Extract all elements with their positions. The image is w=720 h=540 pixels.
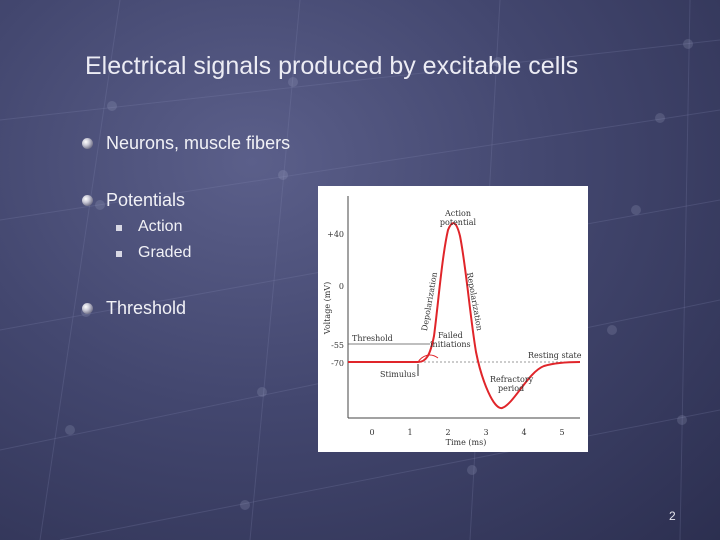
sub-bullet-square-icon	[116, 251, 122, 257]
bullet-threshold: Threshold	[106, 298, 187, 318]
x-tick-label: 3	[483, 428, 488, 437]
action-potential-trace	[348, 222, 581, 409]
annotation-repolarization: Repolarization	[465, 272, 484, 332]
y-tick-label: 0	[339, 282, 344, 291]
annotation-resting-state: Resting state	[528, 351, 582, 360]
sub-bullet-action: Action	[138, 218, 183, 235]
slide-title: Electrical signals produced by excitable…	[85, 52, 579, 80]
x-tick-label: 4	[521, 428, 526, 437]
annotation-action-potential: Action	[444, 209, 471, 218]
x-tick-label: 1	[407, 428, 412, 437]
sub-bullet-graded: Graded	[138, 244, 192, 261]
x-tick-label: 5	[559, 428, 564, 437]
y-axis-label: Voltage (mV)	[323, 282, 332, 335]
bullet-dot-icon	[82, 138, 93, 149]
page-number: 2	[669, 509, 676, 523]
y-tick-label: -70	[331, 359, 344, 368]
y-tick-label: -55	[331, 341, 344, 350]
annotation-refractory: period	[498, 384, 524, 393]
bullet-dot-icon	[82, 195, 93, 206]
annotation-failed: Failed	[438, 331, 463, 340]
bullet-dot-icon	[82, 303, 93, 314]
y-tick-label: +40	[327, 230, 344, 239]
x-tick-label: 0	[369, 428, 374, 437]
x-axis-label: Time (ms)	[446, 438, 487, 447]
bullet-potentials: Potentials	[106, 190, 186, 210]
annotation-failed: initiations	[430, 340, 471, 349]
annotation-refractory: Refractory	[490, 375, 534, 384]
x-tick-label: 2	[445, 428, 450, 437]
action-potential-figure: +40 0 -55 -70 Voltage (mV) 0 1 2 3 4 5 T…	[318, 186, 588, 452]
annotation-threshold: Threshold	[352, 334, 393, 343]
bullet-neurons: Neurons, muscle fibers	[106, 133, 291, 153]
failed-initiation-trace	[417, 354, 439, 363]
annotation-stimulus: Stimulus	[380, 370, 416, 379]
annotation-action-potential: potential	[440, 218, 477, 227]
sub-bullet-square-icon	[116, 225, 122, 231]
